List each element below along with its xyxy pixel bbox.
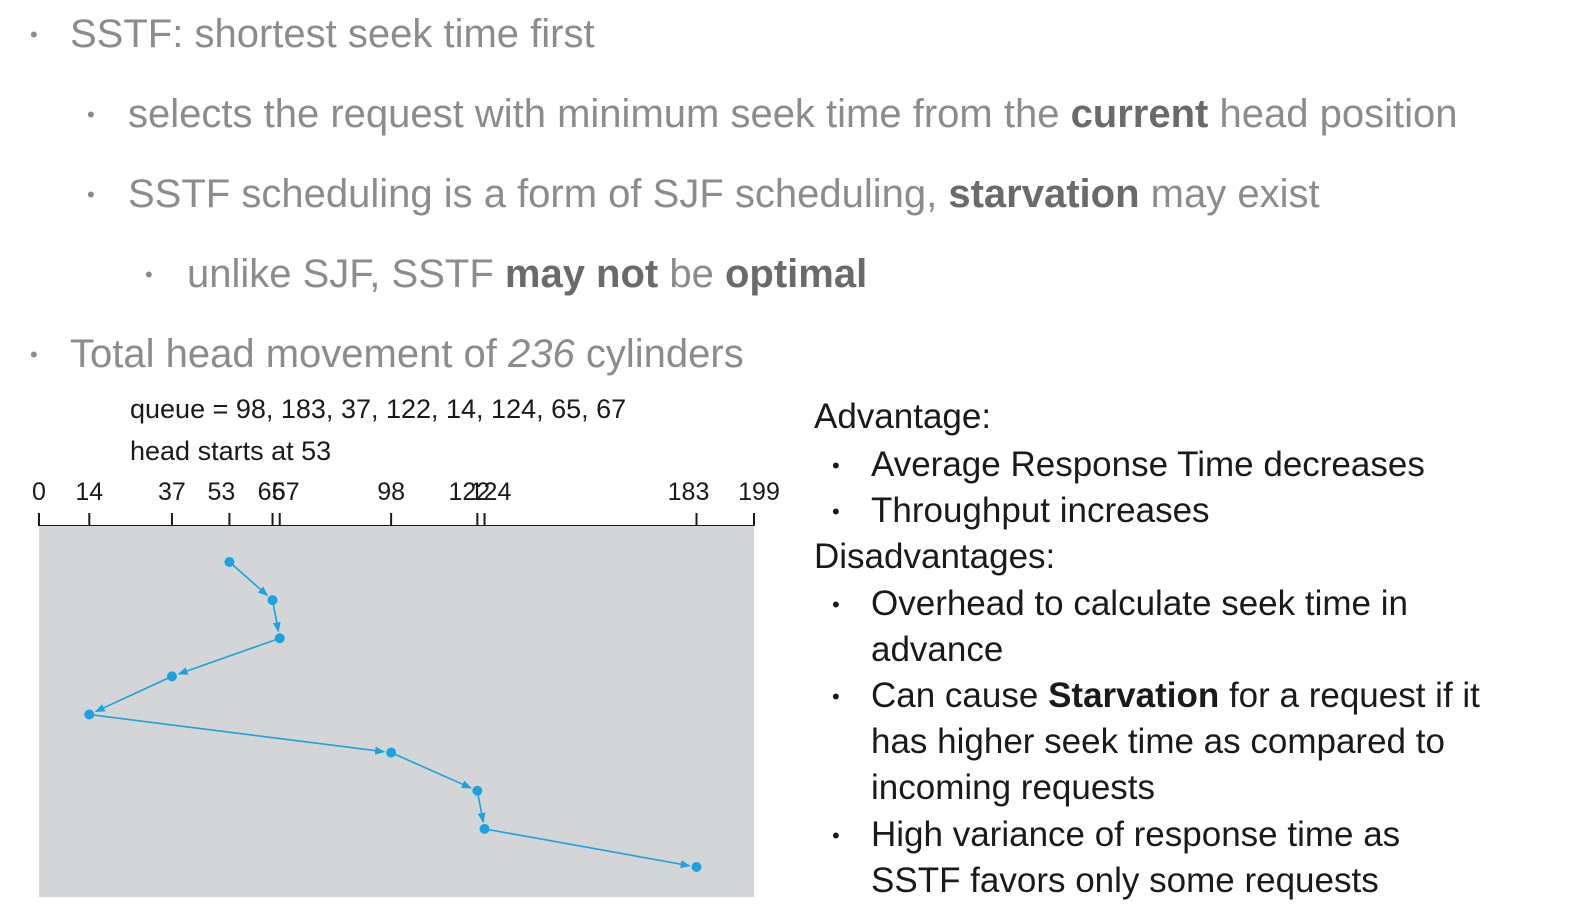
tick-label-199: 199 [738,478,780,506]
bullet-dot: • [832,823,840,848]
path-point-98 [386,747,397,758]
bullet-text: may exist [1139,172,1320,216]
bullet-selects-request: selects the request with minimum seek ti… [128,94,1457,134]
path-point-122 [472,785,483,796]
bullet-not-optimal: unlike SJF, SSTF may not be optimal [187,254,867,294]
bullet-text: unlike SJF, SSTF [187,252,505,296]
note-text: Can cause [871,676,1049,715]
head-path [84,557,702,872]
bullet-dot: • [832,592,840,617]
bullet-text: selects the request with minimum seek ti… [128,92,1071,136]
tick-label-53: 53 [208,478,236,506]
path-point-67 [274,633,285,644]
note-text: for a request if it [1219,676,1480,715]
tick-label-122: 122 [448,478,490,506]
path-segment-65-to-67 [271,599,281,633]
path-segment-98-to-122 [390,751,472,789]
disadvantage-variance-line2: SSTF favors only some requests [871,861,1379,900]
disadvantage-starvation-line3: incoming requests [871,768,1156,807]
sstf-diagram: queue = 98, 183, 37, 122, 14, 124, 65, 6… [32,394,780,897]
advantage-heading: Advantage: [814,397,992,436]
bullet-dot: • [30,342,38,367]
path-segment-122-to-124 [476,790,486,823]
path-point-183 [691,862,702,872]
bullet-text: head position [1208,92,1458,136]
disadvantage-starvation-line1: Can cause Starvation for a request if it [871,678,1480,713]
tick-label-14: 14 [75,478,103,506]
bullet-bold-optimal: optimal [724,252,868,296]
path-point-124 [479,823,490,834]
tick-marks [38,513,755,526]
bullet-dot: • [832,499,840,524]
bullet-text: cylinders [574,332,744,376]
bullet-dot: • [832,453,840,478]
bullet-text: SSTF scheduling is a form of SJF schedul… [128,172,949,216]
tick-label-67: 67 [272,478,300,506]
path-segment-124-to-183 [484,828,691,869]
bullet-text: SSTF: shortest seek time first [70,12,595,56]
queue-label: queue = 98, 183, 37, 122, 14, 124, 65, 6… [130,394,626,424]
disadvantage-overhead-line1: Overhead to calculate seek time in [871,584,1408,623]
disadvantage-heading: Disadvantages: [814,537,1056,576]
bullet-sstf-title: SSTF: shortest seek time first [70,14,595,54]
advantage-item-throughput: Throughput increases [871,491,1210,530]
path-point-14 [84,709,95,720]
bullet-sjf-form: SSTF scheduling is a form of SJF schedul… [128,174,1320,214]
bullet-dot: • [145,262,153,287]
diagram-panel [39,526,754,897]
note-bold-starvation: Starvation [1048,676,1220,715]
path-segment-53-to-65 [228,561,269,597]
bullet-total-number: 236 [508,332,575,376]
tick-label-98: 98 [377,478,405,506]
tick-label-65: 65 [258,478,286,506]
disadvantage-overhead-line2: advance [871,630,1004,669]
bullet-dot: • [87,182,95,207]
tick-label-124: 124 [470,478,512,506]
path-point-53 [224,557,235,567]
bullet-text: Total head movement of [70,332,509,376]
bullet-bold-may-not: may not [504,252,659,296]
bullet-dot: • [87,102,95,127]
bullet-total-movement: Total head movement of 236 cylinders [70,334,744,374]
path-point-65 [267,595,278,606]
tick-label-37: 37 [158,478,186,506]
head-start-label: head starts at 53 [130,436,331,466]
path-point-37 [166,671,177,682]
bullet-bold-current: current [1070,92,1209,136]
path-segment-67-to-37 [177,637,280,675]
disadvantage-starvation-line2: has higher seek time as compared to [871,722,1445,761]
tick-label-183: 183 [668,478,710,506]
bullet-dot: • [30,22,38,47]
bullet-text: be [658,252,725,296]
path-segment-37-to-14 [94,675,173,713]
path-segment-14-to-98 [89,713,386,755]
bullet-dot: • [832,684,840,709]
tick-label-0: 0 [32,478,46,506]
advantage-item-response: Average Response Time decreases [871,445,1425,484]
disadvantage-variance-line1: High variance of response time as [871,815,1401,854]
bullet-bold-starvation: starvation [948,172,1140,216]
